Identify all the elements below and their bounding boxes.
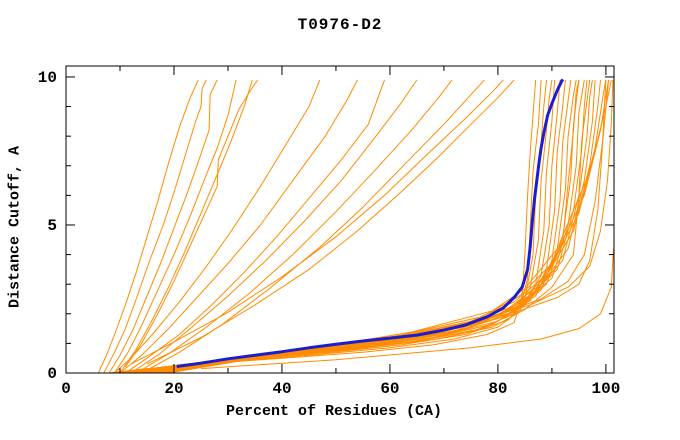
plot-border — [65, 65, 615, 374]
model-37 — [157, 79, 614, 374]
model-10 — [130, 79, 418, 374]
best-model — [176, 78, 565, 368]
x-tick-label: 40 — [272, 380, 291, 398]
model-09 — [125, 79, 385, 374]
model-23 — [136, 79, 577, 374]
model-13 — [130, 79, 504, 365]
model-08 — [119, 79, 358, 374]
model-38 — [200, 248, 614, 370]
model-02 — [103, 79, 207, 374]
model-24 — [136, 79, 580, 374]
model-27 — [146, 79, 593, 374]
chart-title: T0976-D2 — [297, 16, 383, 34]
x-tick-label: 80 — [488, 380, 507, 398]
model-34 — [163, 79, 580, 371]
model-11 — [135, 79, 453, 374]
x-tick-label: 60 — [380, 380, 399, 398]
model-04 — [114, 79, 237, 374]
x-tick-label: 20 — [164, 380, 183, 398]
y-tick-label: 5 — [47, 217, 57, 235]
model-12 — [141, 79, 485, 374]
model-07 — [114, 79, 321, 374]
x-axis-label: Percent of Residues (CA) — [225, 403, 443, 420]
y-axis-label: Distance Cutoff, A — [6, 145, 24, 309]
x-tick-label: 0 — [61, 380, 71, 398]
model-26 — [141, 79, 588, 374]
y-tick-label: 0 — [47, 365, 57, 383]
model-05 — [119, 79, 253, 374]
model-14 — [146, 79, 515, 365]
x-tick-label: 100 — [591, 380, 620, 398]
model-06 — [124, 79, 259, 368]
model-01 — [97, 79, 199, 374]
y-tick-label: 10 — [38, 69, 57, 87]
model-03 — [108, 79, 218, 374]
model-33 — [152, 79, 591, 374]
model-36 — [173, 79, 610, 370]
